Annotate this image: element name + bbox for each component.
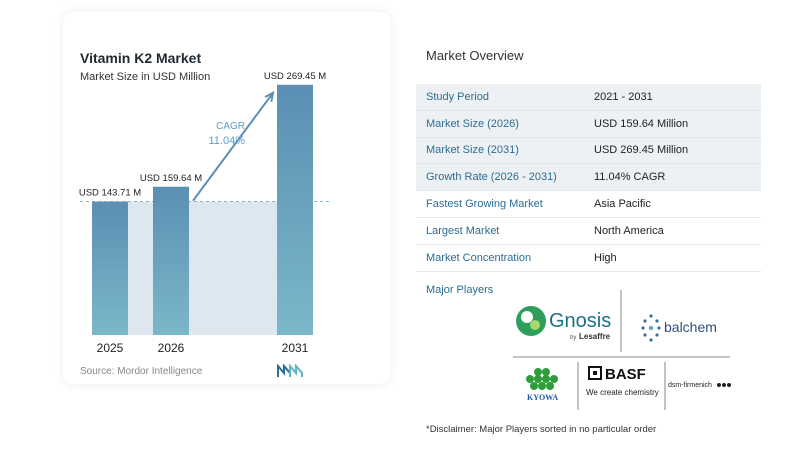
overview-value: USD 159.64 Million: [594, 117, 689, 130]
bar-value-label: USD 159.64 M: [140, 173, 202, 184]
balchem-wordmark: balchem: [664, 319, 717, 335]
cagr-arrowhead: [264, 90, 275, 102]
dsm-dots-icon: [717, 383, 731, 387]
dsm-firmenich-logo: dsm-firmenich: [668, 382, 731, 389]
balchem-logo: balchem: [641, 314, 717, 342]
basf-tagline: We create chemistry: [586, 388, 659, 397]
gnosis-by: by: [570, 335, 576, 341]
chart-subtitle: Market Size in USD Million: [80, 71, 211, 83]
major-players-label: Major Players: [426, 284, 494, 296]
bar-value-label: USD 143.71 M: [79, 188, 141, 199]
bar-value-label: USD 269.45 M: [264, 71, 326, 82]
overview-row: Growth Rate (2026 - 2031) 11.04% CAGR: [416, 164, 761, 192]
basf-square-icon: [588, 366, 602, 380]
kyowa-logo: KYOWA: [526, 368, 558, 402]
dsm-wordmark: dsm-firmenich: [668, 382, 712, 389]
bar-chart: USD 143.71 M 2025 USD 159.64 M 2026 USD 269.…: [79, 71, 330, 355]
cagr-value: 11.04%: [209, 135, 246, 147]
overview-row: Market Size (2031) USD 269.45 Million: [416, 137, 761, 165]
basf-wordmark: BASF: [605, 366, 646, 383]
overview-row: Market Concentration High: [416, 245, 761, 272]
overview-label: Fastest Growing Market: [426, 198, 543, 211]
gnosis-lesaffre: Lesaffre: [579, 332, 611, 341]
overview-table: Study Period 2021 - 2031 Market Size (20…: [416, 84, 761, 272]
mordor-logo-icon: [277, 364, 303, 377]
cagr-arrow: [192, 92, 274, 202]
category-label: 2031: [282, 341, 309, 355]
overview-row: Fastest Growing Market Asia Pacific: [416, 191, 761, 218]
basf-logo: BASF We create chemistry: [586, 366, 659, 397]
overview-label: Largest Market: [426, 224, 500, 237]
overview-row: Market Size (2026) USD 159.64 Million: [416, 110, 761, 138]
overview-value: North America: [594, 224, 664, 237]
category-label: 2026: [158, 341, 185, 355]
overview-label: Market Size (2026): [426, 117, 519, 130]
overview-value: High: [594, 251, 617, 264]
bar: [153, 186, 189, 335]
disclaimer-text: *Disclaimer: Major Players sorted in no …: [426, 424, 657, 435]
overview-value: 2021 - 2031: [594, 90, 653, 103]
overview-value: 11.04% CAGR: [594, 171, 666, 184]
bar: [92, 201, 128, 335]
bar: [277, 84, 313, 336]
gnosis-logo: Gnosis by Lesaffre: [516, 306, 611, 341]
overview-label: Study Period: [426, 90, 489, 103]
overview-label: Market Concentration: [426, 251, 532, 264]
overview-value: Asia Pacific: [594, 198, 651, 211]
area-band: [128, 201, 277, 335]
kyowa-wordmark: KYOWA: [527, 393, 558, 402]
balchem-dots-icon: [641, 314, 661, 342]
overview-label: Growth Rate (2026 - 2031): [426, 171, 557, 184]
overview-row: Study Period 2021 - 2031: [416, 84, 761, 111]
cagr-label: CAGR: [216, 121, 245, 132]
source-text: Source: Mordor Intelligence: [80, 366, 203, 377]
overview-title: Market Overview: [426, 48, 524, 63]
category-label: 2025: [97, 341, 124, 355]
chart-title: Vitamin K2 Market: [80, 50, 202, 66]
gnosis-wordmark: Gnosis: [549, 310, 611, 332]
overview-label: Market Size (2031): [426, 144, 519, 157]
overview-value: USD 269.45 Million: [594, 144, 689, 157]
kyowa-grapes-icon: [526, 368, 558, 390]
overview-row: Largest Market North America: [416, 218, 761, 245]
